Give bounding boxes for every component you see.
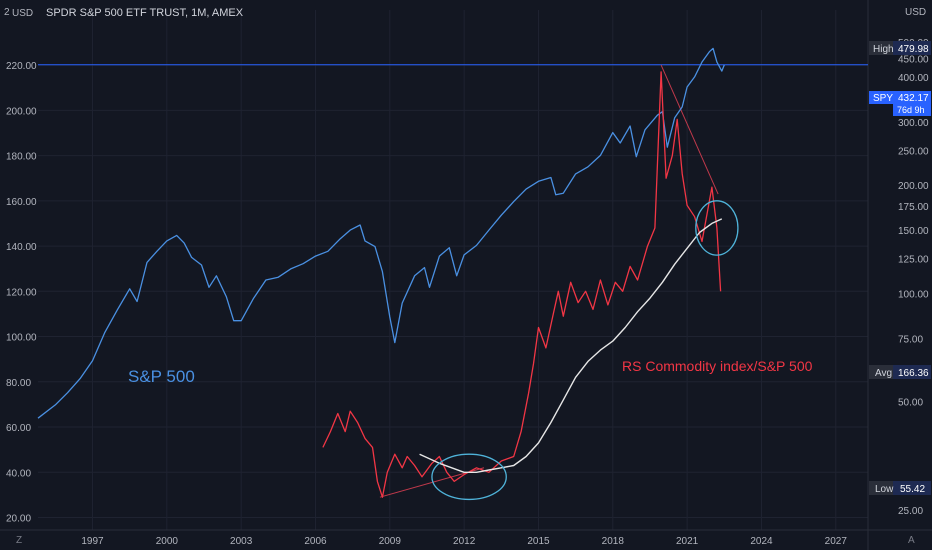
- right-axis-unit: USD: [905, 7, 926, 18]
- right-tick-label: 300.00: [898, 118, 929, 129]
- moving-average-line[interactable]: [419, 218, 723, 473]
- high-badge-label: High: [873, 44, 894, 55]
- x-tick-label: 2000: [156, 536, 179, 547]
- x-tick-label: 2003: [230, 536, 253, 547]
- high-badge: High 479.98: [869, 41, 931, 55]
- x-axis: 1997 2000 2003 2006 2009 2012 2015 2018 2021 2024…: [81, 536, 847, 547]
- sp500-annotation: S&P 500: [128, 367, 195, 386]
- low-badge: Low 55.42: [869, 481, 931, 495]
- x-tick-label: 2021: [676, 536, 699, 547]
- x-tick-label: 2012: [453, 536, 476, 547]
- right-tick-label: 100.00: [898, 289, 929, 300]
- right-tick-label: 175.00: [898, 202, 929, 213]
- spy-badge-label: SPY: [873, 93, 893, 104]
- spy-badge-value: 432.17: [898, 93, 929, 104]
- x-tick-label: 2009: [379, 536, 402, 547]
- right-tick-label: 50.00: [898, 398, 923, 409]
- left-tick-label: 100.00: [6, 333, 37, 344]
- x-tick-label: 1997: [81, 536, 104, 547]
- right-tick-label: 450.00: [898, 54, 929, 65]
- left-tick-label: 200.00: [6, 106, 37, 117]
- highlight-ellipse[interactable]: [695, 200, 739, 256]
- right-tick-label: 250.00: [898, 146, 929, 157]
- rs-commodity-series-line[interactable]: [322, 71, 722, 498]
- series-layer: [37, 47, 725, 498]
- right-tick-label: 200.00: [898, 181, 929, 192]
- x-tick-label: 2018: [602, 536, 625, 547]
- high-badge-value: 479.98: [898, 44, 929, 55]
- spy-badge: SPY 432.17 76d 9h: [869, 91, 931, 116]
- left-axis-unit: USD: [12, 8, 33, 19]
- left-tick-label: 40.00: [6, 468, 31, 479]
- x-tick-label: 2015: [527, 536, 550, 547]
- right-tick-label: 25.00: [898, 506, 923, 517]
- x-tick-label: 2024: [750, 536, 773, 547]
- right-tick-label: 75.00: [898, 334, 923, 345]
- left-tick-label: 60.00: [6, 423, 31, 434]
- timezone-button[interactable]: Z: [16, 535, 22, 546]
- log-scale-indicator[interactable]: 2: [4, 7, 10, 18]
- left-axis: 20.00 40.00 60.00 80.00 100.00 120.00 140.00 16…: [6, 61, 37, 524]
- right-tick-label: 400.00: [898, 73, 929, 84]
- avg-badge: Avg 166.36: [869, 365, 931, 379]
- left-tick-label: 160.00: [6, 197, 37, 208]
- chart-title: SPDR S&P 500 ETF TRUST, 1M, AMEX: [46, 7, 244, 19]
- auto-scale-button[interactable]: A: [908, 535, 915, 546]
- low-badge-label: Low: [875, 484, 894, 495]
- spy-badge-countdown: 76d 9h: [897, 105, 925, 115]
- right-tick-label: 125.00: [898, 255, 929, 266]
- low-badge-value: 55.42: [900, 484, 925, 495]
- rs-commodity-annotation: RS Commodity index/S&P 500: [622, 358, 813, 374]
- trendline[interactable]: [660, 64, 719, 195]
- left-tick-label: 20.00: [6, 514, 31, 525]
- left-tick-label: 180.00: [6, 152, 37, 163]
- avg-badge-label: Avg: [875, 368, 892, 379]
- right-tick-label: 150.00: [898, 226, 929, 237]
- avg-badge-value: 166.36: [898, 368, 929, 379]
- x-tick-label: 2006: [304, 536, 327, 547]
- left-tick-label: 120.00: [6, 287, 37, 298]
- highlight-circles: [431, 200, 739, 501]
- sp500-series-line[interactable]: [37, 47, 725, 419]
- highlight-ellipse[interactable]: [431, 453, 507, 501]
- left-tick-label: 140.00: [6, 242, 37, 253]
- left-tick-label: 220.00: [6, 61, 37, 72]
- left-tick-label: 80.00: [6, 378, 31, 389]
- x-tick-label: 2027: [825, 536, 848, 547]
- trendlines: [379, 64, 719, 498]
